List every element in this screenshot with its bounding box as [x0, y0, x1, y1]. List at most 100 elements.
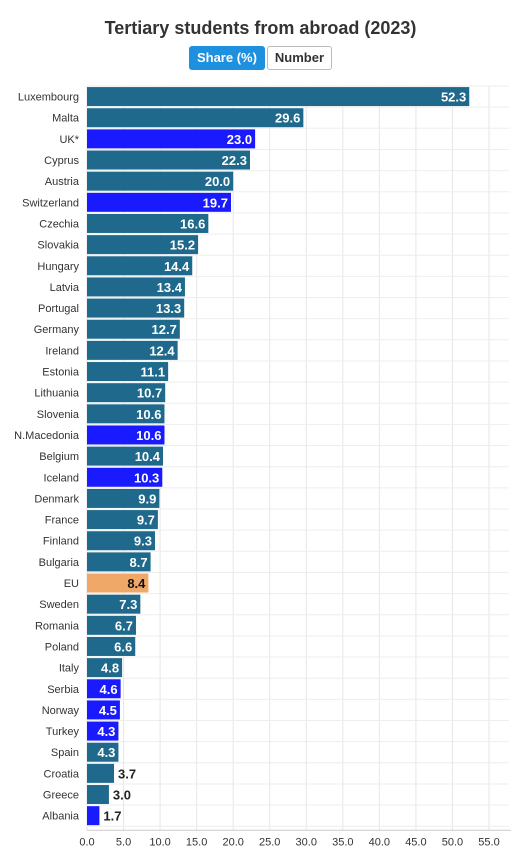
bar-n-macedonia	[87, 425, 165, 445]
category-label: Portugal	[38, 303, 79, 315]
data-label: 6.7	[115, 618, 133, 633]
bar-uk-	[87, 129, 256, 149]
number-toggle-button[interactable]: Number	[266, 46, 333, 70]
category-label: EU	[64, 578, 79, 590]
data-label: 4.3	[97, 745, 115, 760]
category-label: Austria	[45, 176, 80, 188]
category-label: Poland	[45, 641, 79, 653]
data-label: 15.2	[170, 238, 195, 253]
bar-bulgaria	[87, 552, 151, 572]
data-label: 10.3	[134, 470, 159, 485]
bar-estonia	[87, 362, 169, 382]
data-label: 13.3	[156, 301, 181, 316]
bar-norway	[87, 700, 120, 720]
bar-luxembourg	[87, 87, 470, 107]
category-label: N.Macedonia	[14, 430, 80, 442]
bar-sweden	[87, 594, 141, 614]
chart-title: Tertiary students from abroad (2023)	[104, 18, 417, 38]
data-label: 4.8	[101, 661, 119, 676]
category-label: Hungary	[37, 261, 79, 273]
data-label: 12.4	[149, 343, 175, 358]
data-label: 9.7	[137, 513, 155, 528]
category-label: Denmark	[34, 493, 79, 505]
view-toggle-group: Share (%) Number	[0, 46, 521, 70]
data-label: 10.6	[136, 428, 161, 443]
category-label: Cyprus	[44, 155, 79, 167]
data-label: 6.6	[114, 639, 132, 654]
data-label: 52.3	[441, 90, 466, 105]
bar-greece	[87, 785, 109, 805]
category-label: Norway	[42, 705, 80, 717]
bar-france	[87, 510, 158, 530]
bar-croatia	[87, 763, 115, 783]
bar-cyprus	[87, 150, 250, 170]
category-label: Czechia	[39, 218, 80, 230]
bar-austria	[87, 171, 234, 191]
data-label: 16.6	[180, 216, 205, 231]
data-label: 3.7	[118, 766, 136, 781]
data-label: 9.9	[138, 491, 156, 506]
bar-germany	[87, 319, 180, 339]
category-label: Finland	[43, 536, 79, 548]
bar-hungary	[87, 256, 193, 276]
bar-malta	[87, 108, 304, 128]
category-label: Greece	[43, 790, 79, 802]
bar-latvia	[87, 277, 185, 297]
bar-lithuania	[87, 383, 166, 403]
category-label: Estonia	[42, 367, 80, 379]
x-tick-label: 35.0	[332, 836, 353, 848]
data-label: 4.5	[99, 703, 117, 718]
bar-finland	[87, 531, 155, 551]
bar-turkey	[87, 721, 119, 741]
data-label: 8.7	[130, 555, 148, 570]
bar-slovenia	[87, 404, 165, 424]
category-label: UK*	[59, 134, 79, 146]
bar-belgium	[87, 446, 164, 466]
category-label: Romania	[35, 620, 80, 632]
category-label: Albania	[42, 811, 80, 823]
category-label: Iceland	[44, 472, 79, 484]
data-label: 8.4	[127, 576, 146, 591]
bar-ireland	[87, 340, 178, 360]
data-label: 14.4	[164, 259, 190, 274]
data-label: 22.3	[222, 153, 247, 168]
x-tick-label: 40.0	[369, 836, 390, 848]
bar-iceland	[87, 467, 163, 487]
data-label: 11.1	[141, 365, 166, 380]
bar-portugal	[87, 298, 185, 318]
data-label: 19.7	[203, 195, 228, 210]
bar-switzerland	[87, 192, 231, 212]
x-tick-label: 0.0	[79, 836, 94, 848]
category-label: Germany	[34, 324, 80, 336]
data-label: 10.4	[135, 449, 161, 464]
category-label: France	[45, 515, 79, 527]
category-label: Latvia	[50, 282, 80, 294]
category-label: Switzerland	[22, 197, 79, 209]
bar-czechia	[87, 213, 209, 233]
bar-serbia	[87, 679, 121, 699]
category-label: Ireland	[45, 345, 79, 357]
bar-spain	[87, 742, 119, 762]
data-label: 1.7	[103, 809, 121, 824]
share-toggle-button[interactable]: Share (%)	[188, 46, 265, 70]
data-label: 3.0	[113, 788, 131, 803]
bar-italy	[87, 658, 123, 678]
category-label: Sweden	[39, 599, 79, 611]
x-tick-label: 20.0	[222, 836, 243, 848]
data-label: 12.7	[152, 322, 177, 337]
data-label: 23.0	[227, 132, 252, 147]
category-label: Slovenia	[37, 409, 80, 421]
x-tick-label: 55.0	[478, 836, 499, 848]
category-label: Belgium	[39, 451, 79, 463]
category-label: Croatia	[44, 768, 80, 780]
x-tick-label: 15.0	[186, 836, 207, 848]
bar-poland	[87, 636, 136, 656]
category-label: Luxembourg	[18, 92, 79, 104]
bar-eu	[87, 573, 149, 593]
data-label: 4.3	[97, 724, 115, 739]
bar-romania	[87, 615, 136, 635]
category-label: Spain	[51, 747, 79, 759]
bar-slovakia	[87, 235, 199, 255]
data-label: 4.6	[100, 682, 118, 697]
